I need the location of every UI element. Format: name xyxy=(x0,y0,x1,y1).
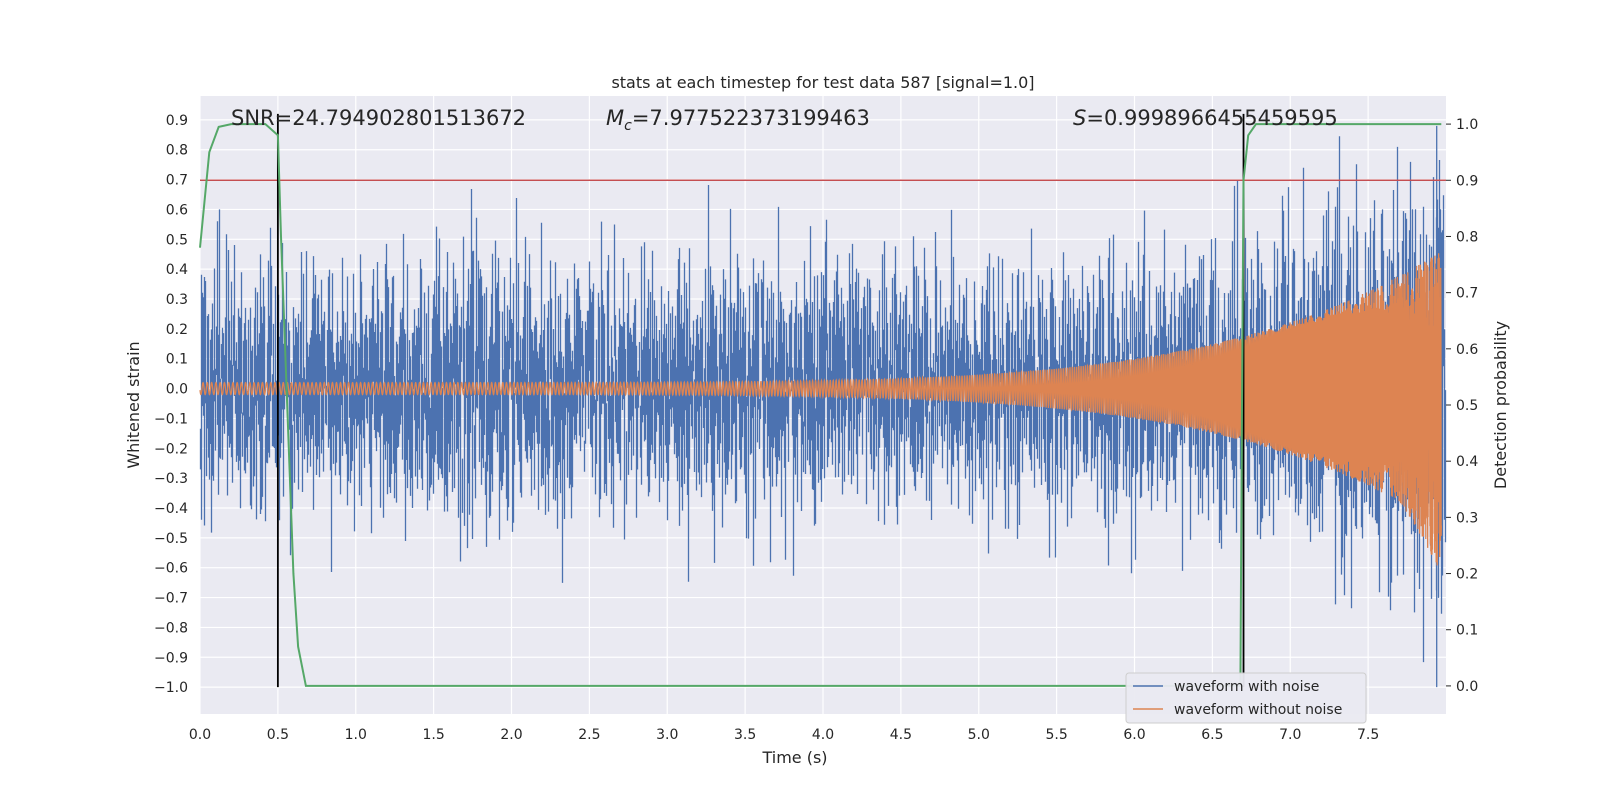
y-right-tick-label: 0.7 xyxy=(1456,286,1478,302)
x-tick-label: 2.0 xyxy=(500,727,522,743)
y-tick-label: −0.5 xyxy=(154,531,188,547)
y-tick-label: 0.8 xyxy=(166,143,188,159)
y-tick-label: −0.6 xyxy=(154,561,188,577)
legend-label-clean: waveform without noise xyxy=(1174,702,1342,718)
annotation-score-symbol: S xyxy=(1073,106,1086,130)
y-tick-label: −0.3 xyxy=(154,471,188,487)
y-tick-label: 0.0 xyxy=(166,382,188,398)
series-waveform-without-noise xyxy=(199,253,1442,566)
x-tick-label: 1.5 xyxy=(422,727,444,743)
annotation-chirp-mass-subscript: c xyxy=(624,118,632,134)
legend: waveform with noise waveform without noi… xyxy=(1125,672,1367,724)
x-tick-label: 3.5 xyxy=(734,727,756,743)
y-right-axis-ticks: 1.0 0.9 0.8 0.7 0.6 0.5 0.4 0.3 0.2 0.1 0.0 xyxy=(1446,117,1478,695)
x-tick-label: 0.0 xyxy=(189,727,211,743)
y-tick-label: 0.6 xyxy=(166,202,188,218)
annotation-snr: SNR=24.794902801513672 xyxy=(231,106,526,130)
legend-label-noise: waveform with noise xyxy=(1174,679,1319,695)
x-tick-label: 7.5 xyxy=(1357,727,1379,743)
annotation-chirp-mass-value: =7.977522373199463 xyxy=(632,106,870,130)
detection-probability-line xyxy=(199,123,1442,687)
x-tick-label: 4.0 xyxy=(812,727,834,743)
y-right-axis-label: Detection probability xyxy=(1491,321,1510,489)
x-tick-label: 0.5 xyxy=(267,727,289,743)
x-axis-ticks: 0.0 0.5 1.0 1.5 2.0 2.5 3.0 3.5 4.0 4.5 5.0 5.5 6.0 6… xyxy=(189,727,1379,743)
y-right-tick-label: 0.9 xyxy=(1456,173,1478,189)
annotation-chirp-mass: Mc=7.977522373199463 xyxy=(606,106,870,134)
y-right-tick-label: 0.8 xyxy=(1456,229,1478,245)
y-axis-label: Whitened strain xyxy=(124,341,143,468)
overlay-lines xyxy=(199,113,1446,688)
annotation-score-value: =0.9998966455459595 xyxy=(1086,106,1337,130)
y-tick-label: −0.4 xyxy=(154,501,188,517)
x-tick-label: 6.0 xyxy=(1123,727,1145,743)
y-right-tick-label: 0.4 xyxy=(1456,454,1478,470)
y-axis-ticks: 0.9 0.8 0.7 0.6 0.5 0.4 0.3 0.2 0.1 0.0 −0.1 −0.2 −0… xyxy=(154,113,188,696)
x-tick-label: 5.5 xyxy=(1045,727,1067,743)
x-tick-label: 2.5 xyxy=(578,727,600,743)
y-right-tick-label: 0.0 xyxy=(1456,679,1478,695)
legend-box xyxy=(1125,672,1367,724)
x-tick-label: 1.0 xyxy=(345,727,367,743)
x-tick-label: 4.5 xyxy=(890,727,912,743)
x-axis-label: Time (s) xyxy=(761,748,827,767)
annotation-chirp-mass-symbol: M xyxy=(606,106,624,130)
y-tick-label: 0.3 xyxy=(166,292,188,308)
y-tick-label: −1.0 xyxy=(154,680,188,696)
x-tick-label: 3.0 xyxy=(656,727,678,743)
y-right-tick-label: 0.3 xyxy=(1456,510,1478,526)
x-tick-label: 7.0 xyxy=(1279,727,1301,743)
y-tick-label: 0.1 xyxy=(166,352,188,368)
y-right-tick-label: 0.2 xyxy=(1456,567,1478,583)
y-tick-label: 0.2 xyxy=(166,322,188,338)
y-right-tick-label: 0.1 xyxy=(1456,623,1478,639)
y-tick-label: 0.5 xyxy=(166,232,188,248)
y-tick-label: 0.4 xyxy=(166,262,188,278)
y-right-tick-label: 0.6 xyxy=(1456,342,1478,358)
y-tick-label: −0.2 xyxy=(154,441,188,457)
chart-title: stats at each timestep for test data 587… xyxy=(611,73,1034,92)
y-tick-label: −0.1 xyxy=(154,411,188,427)
y-tick-label: 0.9 xyxy=(166,113,188,129)
y-tick-label: −0.7 xyxy=(154,591,188,607)
y-tick-label: −0.9 xyxy=(154,650,188,666)
x-tick-label: 5.0 xyxy=(968,727,990,743)
y-right-tick-label: 1.0 xyxy=(1456,117,1478,133)
y-tick-label: 0.7 xyxy=(166,173,188,189)
y-right-tick-label: 0.5 xyxy=(1456,398,1478,414)
x-tick-label: 6.5 xyxy=(1201,727,1223,743)
clean-waveform-line xyxy=(199,253,1442,566)
annotation-score: S=0.9998966455459595 xyxy=(1073,106,1338,130)
y-tick-label: −0.8 xyxy=(154,620,188,636)
